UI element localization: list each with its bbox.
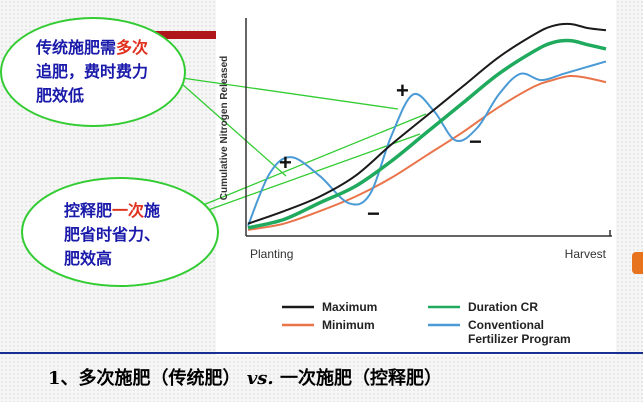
series-layer [247, 22, 607, 231]
legend-label: Fertilizer Program [468, 332, 571, 346]
chart-panel [216, 0, 616, 355]
connector-bottom-2 [185, 133, 421, 219]
series-line-duration-cr [247, 38, 607, 230]
y-axis-label: Cumulative Nitrogen Released [219, 56, 230, 200]
caption: 1、多次施肥（传统肥） vs. 一次施肥（控释肥） [48, 364, 442, 390]
bubble-top-line1-a: 传统施肥需 [36, 38, 117, 57]
caption-prefix: 1、多次施肥（传统肥） [48, 368, 241, 389]
bubble-bottom-line1-a: 控释肥 [64, 201, 113, 220]
bubble-bottom-line1-highlight: 一次 [112, 201, 145, 220]
legend-label: Conventional [468, 318, 544, 332]
bubble-bottom-line3: 肥效高 [64, 249, 113, 268]
minus-mark-1: − [367, 201, 380, 226]
bubble-bottom-line2: 肥省时省力、 [64, 225, 161, 244]
series-line-conventional-fertilizer-program [247, 60, 607, 227]
bubble-top-line2: 追肥，费时费力 [36, 62, 149, 81]
legend-label: Maximum [322, 300, 377, 314]
callout-bubble-top [0, 17, 186, 127]
x-tick-planting: Planting [250, 247, 293, 261]
connector-top-1 [181, 77, 399, 110]
orange-corner-icon [632, 252, 643, 274]
bubble-bottom-text: 控释肥一次施 肥省时省力、 肥效高 [64, 199, 160, 271]
chart-axes [245, 18, 612, 237]
callout-bubble-bottom [21, 177, 219, 287]
legend-label: Minimum [322, 318, 375, 332]
callout-connectors [181, 77, 427, 219]
series-line-maximum [247, 22, 607, 225]
bubble-top-line1-highlight: 多次 [116, 38, 149, 57]
bubble-top-line1: 传统施肥需多次 [36, 36, 148, 60]
legend-label: Duration CR [468, 300, 538, 314]
connector-top-2 [181, 83, 287, 177]
chart-legend: Maximum Minimum Duration CR ConventionalFer… [282, 300, 571, 346]
bubble-top-text: 传统施肥需多次 追肥，费时费力 肥效低 [36, 36, 148, 108]
plus-mark-1: + [279, 150, 292, 175]
bubble-bottom-line1: 控释肥一次施 [64, 199, 160, 223]
connector-bottom-1 [185, 113, 427, 213]
bubble-top-line3: 肥效低 [36, 86, 85, 105]
chart-marks: + + − − [279, 78, 482, 226]
minus-mark-2: − [469, 129, 482, 154]
series-line-minimum [247, 74, 607, 231]
caption-suffix: 一次施肥（控释肥） [279, 368, 442, 389]
caption-vs: vs. [246, 368, 274, 389]
plus-mark-2: + [396, 78, 409, 103]
bubble-bottom-line1-c: 施 [144, 201, 161, 220]
caption-divider [0, 352, 643, 354]
x-tick-harvest: Harvest [565, 247, 607, 261]
